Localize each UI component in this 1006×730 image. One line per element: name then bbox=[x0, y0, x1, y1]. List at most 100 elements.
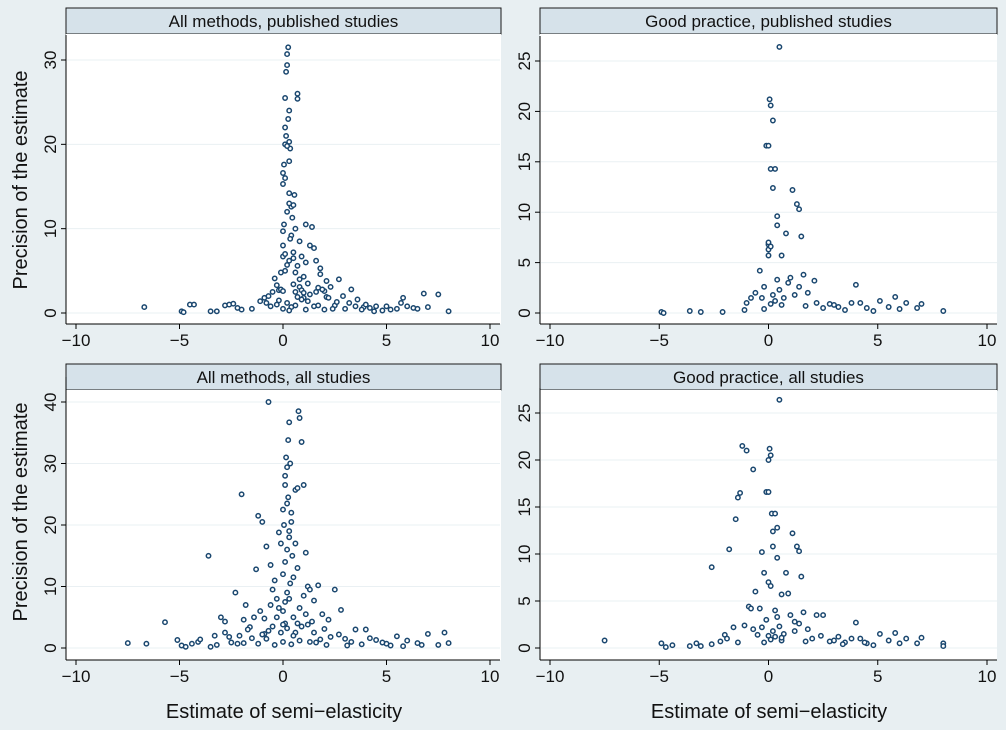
data-point bbox=[791, 291, 798, 298]
data-point bbox=[769, 117, 776, 124]
panel-title: All methods, published studies bbox=[169, 12, 399, 31]
data-point bbox=[767, 300, 774, 307]
data-point bbox=[393, 633, 400, 640]
data-point bbox=[769, 291, 776, 298]
x-tick-label: −10 bbox=[62, 331, 91, 350]
data-point bbox=[242, 602, 249, 608]
data-point bbox=[285, 437, 292, 444]
data-point bbox=[876, 297, 883, 304]
data-point bbox=[292, 225, 299, 232]
data-point bbox=[283, 454, 290, 461]
data-point bbox=[835, 304, 842, 310]
data-point bbox=[445, 640, 452, 647]
data-point bbox=[286, 107, 293, 114]
data-point bbox=[273, 595, 280, 602]
x-tick-label: −5 bbox=[170, 667, 189, 686]
data-point bbox=[743, 447, 750, 454]
data-point bbox=[726, 546, 733, 553]
data-point bbox=[205, 552, 212, 559]
panel-title-strip bbox=[539, 7, 998, 35]
data-point bbox=[813, 299, 820, 306]
data-point bbox=[286, 419, 293, 426]
data-point bbox=[292, 302, 299, 309]
data-point bbox=[313, 257, 320, 264]
data-point bbox=[373, 637, 380, 643]
data-point bbox=[311, 597, 317, 604]
data-point bbox=[885, 637, 892, 644]
data-point bbox=[811, 277, 818, 284]
data-point bbox=[280, 242, 286, 249]
data-point bbox=[826, 300, 833, 307]
data-point bbox=[259, 518, 266, 525]
data-point bbox=[275, 529, 282, 536]
data-point bbox=[280, 506, 286, 513]
data-point bbox=[271, 577, 278, 584]
data-point bbox=[188, 640, 195, 647]
y-tick-label: 20 bbox=[41, 135, 60, 154]
data-point bbox=[280, 170, 286, 176]
data-point bbox=[737, 489, 744, 496]
data-point bbox=[662, 644, 669, 651]
data-point bbox=[820, 305, 827, 311]
data-point bbox=[778, 591, 785, 598]
data-point bbox=[383, 303, 390, 310]
data-point bbox=[280, 288, 286, 295]
data-point bbox=[435, 641, 442, 648]
data-point bbox=[852, 619, 859, 626]
data-point bbox=[796, 283, 803, 290]
data-point bbox=[255, 640, 262, 647]
data-point bbox=[734, 639, 741, 646]
data-point bbox=[885, 304, 892, 310]
data-point bbox=[290, 255, 297, 262]
data-point bbox=[772, 607, 779, 614]
data-point bbox=[863, 305, 870, 311]
data-point bbox=[358, 641, 365, 648]
data-point bbox=[329, 305, 336, 312]
data-point bbox=[292, 540, 299, 547]
data-point bbox=[772, 165, 779, 172]
data-point bbox=[300, 592, 307, 599]
y-tick-label: 10 bbox=[515, 545, 534, 564]
data-point bbox=[769, 528, 776, 535]
data-point bbox=[848, 635, 855, 642]
data-point bbox=[379, 639, 386, 646]
data-point bbox=[294, 90, 301, 97]
data-point bbox=[765, 489, 772, 495]
data-point bbox=[761, 283, 768, 290]
data-point bbox=[348, 638, 355, 645]
data-point bbox=[248, 305, 255, 312]
data-point bbox=[804, 626, 811, 633]
data-point bbox=[333, 299, 340, 305]
data-point bbox=[861, 639, 868, 646]
data-point bbox=[236, 632, 243, 639]
data-point bbox=[750, 466, 757, 473]
data-point bbox=[282, 558, 289, 565]
data-point bbox=[327, 633, 334, 640]
plot-area bbox=[540, 390, 997, 660]
data-point bbox=[741, 622, 748, 629]
data-point bbox=[259, 631, 266, 638]
data-point bbox=[273, 301, 280, 308]
data-point bbox=[280, 608, 286, 615]
data-point bbox=[211, 632, 218, 639]
data-point bbox=[311, 245, 317, 252]
data-point bbox=[940, 308, 947, 314]
data-point bbox=[340, 293, 346, 300]
data-point bbox=[306, 242, 313, 249]
x-tick-label: −5 bbox=[650, 331, 669, 350]
data-point bbox=[400, 294, 407, 301]
data-point bbox=[317, 271, 324, 278]
data-point bbox=[284, 546, 291, 553]
data-point bbox=[325, 294, 332, 301]
data-point bbox=[285, 116, 292, 122]
data-point bbox=[319, 611, 326, 618]
data-point bbox=[918, 634, 925, 641]
data-point bbox=[800, 271, 807, 278]
data-point bbox=[358, 306, 365, 313]
data-point bbox=[269, 288, 276, 295]
y-tick-label: 10 bbox=[41, 219, 60, 238]
data-point bbox=[273, 282, 280, 289]
data-point bbox=[280, 305, 286, 312]
data-point bbox=[774, 276, 781, 283]
data-point bbox=[348, 286, 355, 293]
